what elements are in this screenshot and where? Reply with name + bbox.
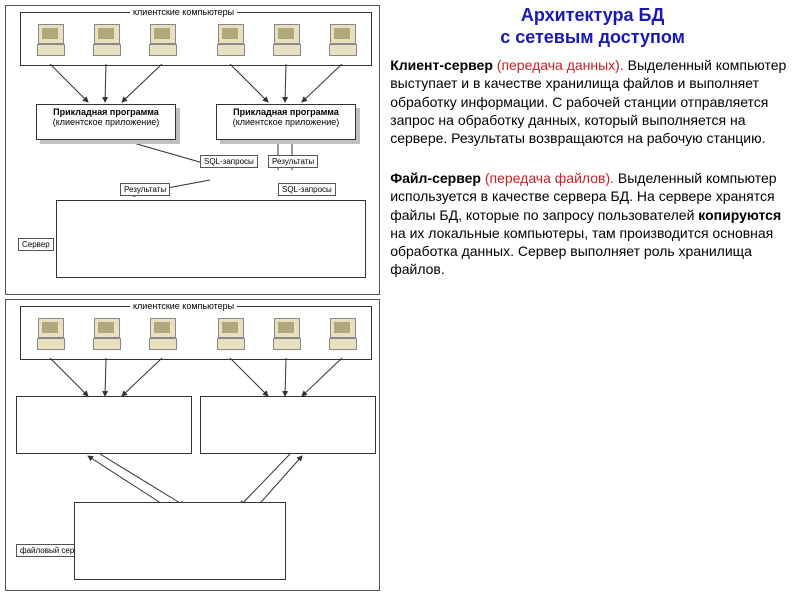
server-frame-2: [74, 502, 286, 580]
sql-label-2: SQL-запросы: [278, 183, 336, 196]
file-server-paragraph: Файл-сервер (передача файлов). Выделенны…: [390, 169, 795, 278]
client-computer-icon: [32, 22, 68, 58]
client-computer-icon: [144, 316, 180, 352]
client-computer-icon: [212, 316, 248, 352]
client-server-paragraph: Клиент-сервер (передача данных). Выделен…: [390, 56, 795, 147]
client-computer-icon: [88, 316, 124, 352]
clients-frame-label-2: клиентские компьютеры: [130, 301, 237, 311]
client-computer-icon: [268, 316, 304, 352]
page-title: Архитектура БДс сетевым доступом: [390, 5, 795, 48]
client-computer-icon: [32, 316, 68, 352]
server-frame: [56, 200, 366, 278]
client-computer-icon: [324, 22, 360, 58]
clients-frame-label: клиентские компьютеры: [130, 7, 237, 17]
client-computer-icon: [324, 316, 360, 352]
client-computer-icon: [144, 22, 180, 58]
client-computer-icon: [212, 22, 248, 58]
clients-frame-2: [20, 306, 372, 360]
results-label: Результаты: [268, 155, 318, 168]
app-box-right: Прикладная программа (клиентское приложе…: [216, 104, 356, 140]
client-server-diagram: клиентские компьютеры: [5, 5, 380, 295]
client-computer-icon: [268, 22, 304, 58]
client-computer-icon: [88, 22, 124, 58]
app-box-left: Прикладная программа (клиентское приложе…: [36, 104, 176, 140]
server-label: Сервер: [18, 238, 54, 251]
clients-frame: [20, 12, 372, 66]
file-server-diagram: клиентские компьютеры: [5, 299, 380, 591]
results-label-2: Результаты: [120, 183, 170, 196]
sql-label: SQL-запросы: [200, 155, 258, 168]
